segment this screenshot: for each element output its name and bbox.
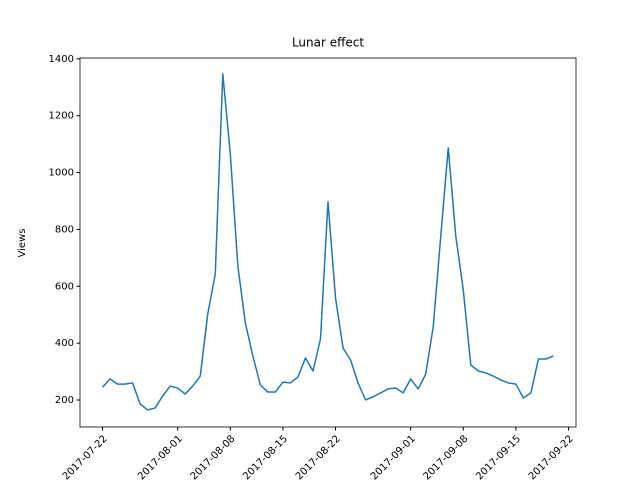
- y-tick-label: 400: [55, 338, 74, 349]
- x-tick-label: 2017-08-01: [136, 433, 185, 480]
- y-tick-label: 800: [55, 224, 74, 235]
- chart-title: Lunar effect: [292, 36, 364, 50]
- x-tick-label: 2017-08-22: [294, 433, 343, 480]
- y-tick-label: 1200: [49, 111, 74, 122]
- y-tick-label: 200: [55, 395, 74, 406]
- y-tick-label: 1400: [49, 54, 74, 65]
- x-tick-label: 2017-09-22: [527, 433, 576, 480]
- y-tick-label: 1000: [49, 168, 74, 179]
- x-tick-label: 2017-09-08: [422, 433, 471, 480]
- y-tick-label: 600: [55, 281, 74, 292]
- x-tick-label: 2017-09-15: [474, 433, 523, 480]
- axes-frame: [79, 57, 577, 428]
- x-tick-label: 2017-09-01: [369, 433, 418, 480]
- x-tick-label: 2017-08-08: [189, 433, 238, 480]
- y-axis-label: Views: [17, 229, 28, 258]
- x-tick-label: 2017-07-22: [61, 433, 110, 480]
- x-tick-label: 2017-08-15: [241, 433, 290, 480]
- line-series: [101, 73, 554, 411]
